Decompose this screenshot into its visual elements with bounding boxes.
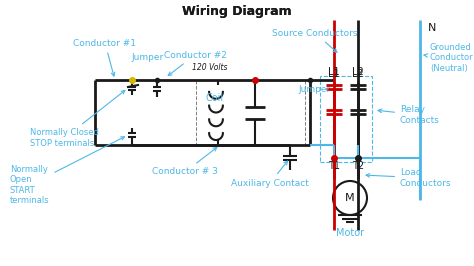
- Text: M: M: [345, 193, 355, 203]
- Text: Normally Closed
STOP terminals: Normally Closed STOP terminals: [30, 90, 125, 148]
- Text: L2: L2: [352, 67, 364, 77]
- Text: Grounded
Conductor
(Neutral): Grounded Conductor (Neutral): [424, 43, 474, 73]
- Text: Conductor # 3: Conductor # 3: [152, 147, 218, 177]
- Text: Motor: Motor: [336, 228, 364, 238]
- Text: Jumper: Jumper: [299, 85, 331, 94]
- Text: Load
Conductors: Load Conductors: [366, 168, 452, 188]
- Text: T1: T1: [328, 161, 340, 171]
- Text: L1: L1: [328, 67, 340, 77]
- Text: Auxiliary Contact: Auxiliary Contact: [231, 161, 309, 188]
- Text: Relay
Contacts: Relay Contacts: [378, 105, 440, 125]
- Text: Coil: Coil: [206, 93, 224, 103]
- Text: Jumper: Jumper: [132, 53, 164, 63]
- Text: L1: L1: [328, 69, 340, 79]
- Text: Normally
Open
START
terminals: Normally Open START terminals: [10, 137, 124, 205]
- Text: Source Conductors: Source Conductors: [272, 28, 358, 52]
- Bar: [320, 76, 372, 162]
- Text: T2: T2: [352, 161, 364, 171]
- Text: 120 Volts: 120 Volts: [192, 63, 228, 72]
- Text: Wiring Diagram: Wiring Diagram: [182, 6, 292, 19]
- Text: Conductor #2: Conductor #2: [164, 51, 227, 76]
- Text: N: N: [428, 23, 437, 33]
- Text: Conductor #1: Conductor #1: [73, 39, 137, 76]
- Bar: [196, 80, 305, 145]
- Text: Wiring Diagram: Wiring Diagram: [182, 6, 292, 19]
- Text: L2: L2: [352, 69, 364, 79]
